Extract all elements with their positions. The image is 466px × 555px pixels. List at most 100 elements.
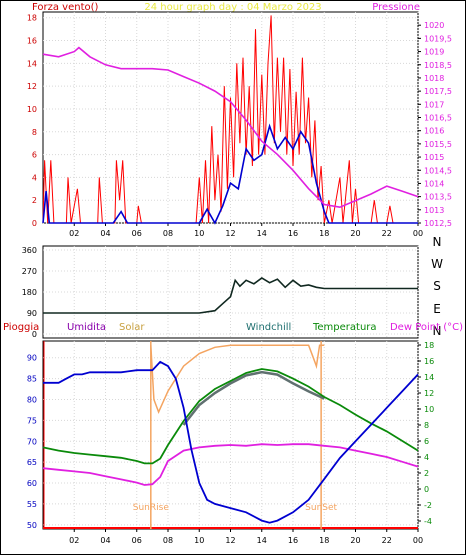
series-1 [42, 15, 419, 225]
y-right-ticks-3: -4 -2 0 2 4 6 8 10 12 14 16 18 [418, 341, 434, 526]
x-tick-label: 02 [69, 536, 79, 545]
x-ticks-1: 02 04 06 08 10 12 14 16 18 20 22 00 [69, 223, 423, 238]
y-left-tick-label: 85 [27, 375, 37, 384]
y-right-tick-label: 1014 [424, 179, 444, 188]
sunrise-annotation: SunRise [133, 503, 170, 513]
y-right-tick-label: 1013 [424, 206, 444, 215]
compass-label: N [433, 324, 442, 338]
compass-label: N [433, 235, 442, 249]
temperature-line [42, 368, 419, 465]
y-left-tick-label: 360 [22, 246, 37, 255]
y-left-tick-label: 10 [27, 105, 37, 114]
x-tick-label: 04 [100, 536, 110, 545]
y-right-tick-label: 0 [424, 485, 429, 494]
x-tick-label: 22 [382, 536, 392, 545]
y-right-tick-label: 14 [424, 373, 434, 382]
y-right-tick-label: 4 [424, 453, 429, 462]
x-tick-label: 08 [163, 229, 173, 238]
x-tick-label: 10 [194, 536, 204, 545]
wind-direction-line [43, 277, 418, 314]
y-right-tick-label: 8 [424, 421, 429, 430]
y-right-tick-label: 1018 [424, 74, 444, 83]
solar-line [150, 344, 325, 414]
y-left-tick-label: 90 [27, 309, 37, 318]
y-right-tick-label: 1013,5 [424, 193, 452, 202]
x-tick-label: 12 [225, 229, 235, 238]
y-left-ticks-1: 0 2 4 6 8 10 12 14 16 18 [27, 14, 37, 228]
series-3 [42, 341, 419, 529]
x-tick-label: 18 [319, 229, 329, 238]
series-2 [43, 277, 418, 314]
dewpoint-label: Dew Point (°C) [390, 322, 463, 333]
temperature-humidity-panel: Pioggia Umidita Solar Windchill Temperat… [3, 322, 463, 545]
y-left-tick-label: 12 [27, 82, 37, 91]
y-right-tick-label: 1017,5 [424, 87, 452, 96]
compass-label: S [433, 279, 441, 293]
y-right-tick-label: 1016,5 [424, 114, 452, 123]
y-right-tick-label: 1014,5 [424, 166, 452, 175]
y-left-tick-label: 0 [32, 219, 37, 228]
y-left-ticks-2: 0 90 180 270 360 [22, 246, 37, 339]
y-right-tick-label: 1018,5 [424, 61, 452, 70]
y-left-tick-label: 60 [27, 479, 37, 488]
x-tick-label: 04 [100, 229, 110, 238]
x-tick-label: 16 [288, 536, 298, 545]
y-left-tick-label: 180 [22, 288, 37, 297]
y-left-tick-label: 65 [27, 458, 37, 467]
y-right-tick-label: 1012,5 [424, 219, 452, 228]
y-right-tick-label: 1019,5 [424, 34, 452, 43]
chart-title: 24 hour graph day : 04 Marzo 2023 [144, 2, 321, 13]
temperature-label: Temperatura [312, 322, 377, 333]
windchill-label: Windchill [246, 322, 291, 333]
y-right-tick-label: 1020 [424, 21, 444, 30]
x-tick-label: 14 [257, 536, 267, 545]
y-left-tick-label: 0 [32, 330, 37, 339]
y-left-tick-label: 50 [27, 521, 37, 530]
x-tick-label: 20 [350, 229, 360, 238]
x-tick-label: 08 [163, 536, 173, 545]
x-tick-label: 16 [288, 229, 298, 238]
y-right-ticks-1: 1012,5 1013 1013,5 1014 1014,5 1015 1015,5 1016… [418, 21, 452, 228]
sunset-annotation: SunSet [305, 503, 337, 513]
x-tick-label: 06 [132, 229, 142, 238]
wind_avg-line [42, 123, 418, 225]
x-tick-label: 06 [132, 536, 142, 545]
y-left-tick-label: 270 [22, 267, 37, 276]
y-left-tick-label: 75 [27, 416, 37, 425]
x-tick-label: 18 [319, 536, 329, 545]
y-left-tick-label: 90 [27, 354, 37, 363]
grid-2 [43, 246, 419, 338]
y-left-tick-label: 70 [27, 437, 37, 446]
y-right-tick-label: -2 [424, 501, 432, 510]
y-right-tick-label: 1019 [424, 48, 444, 57]
wind-left-label: Forza vento() [32, 2, 99, 13]
y-left-tick-label: 55 [27, 500, 37, 509]
y-left-tick-label: 4 [32, 173, 37, 182]
y-left-tick-label: 14 [27, 59, 37, 68]
humidity-line [43, 360, 419, 524]
y-right-tick-label: 18 [424, 341, 434, 350]
x-tick-label: 14 [257, 229, 267, 238]
y-right-tick-label: 16 [424, 357, 434, 366]
y-right-tick-label: 1016 [424, 127, 444, 136]
y-left-tick-label: 16 [27, 37, 37, 46]
pressure-line [42, 46, 419, 209]
y-left-tick-label: 6 [32, 151, 37, 160]
y-right-tick-label: 10 [424, 405, 434, 414]
x-tick-label: 00 [413, 536, 423, 545]
x-tick-label: 10 [194, 229, 204, 238]
windchill-line [182, 370, 325, 426]
y-right-tick-label: 2 [424, 469, 429, 478]
y-right-tick-label: 12 [424, 389, 434, 398]
y-right-tick-label: 1015 [424, 153, 444, 162]
y-left-ticks-3: 50 55 60 65 70 75 80 85 90 [27, 354, 37, 530]
y-left-tick-label: 80 [27, 395, 37, 404]
x-tick-label: 00 [413, 229, 423, 238]
wind-pressure-panel: Forza vento() 24 hour graph day : 04 Mar… [27, 2, 452, 238]
y-right-tick-label: 6 [424, 437, 429, 446]
humidity-label: Umidita [67, 322, 106, 333]
y-left-tick-label: 18 [27, 14, 37, 23]
